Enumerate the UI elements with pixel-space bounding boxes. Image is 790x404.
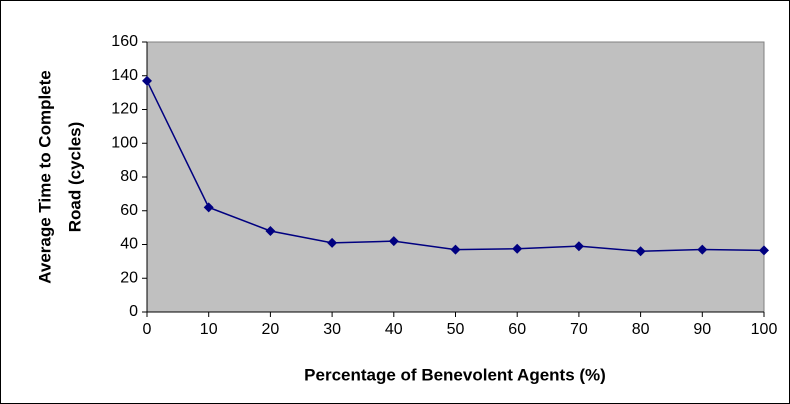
x-tick-label: 100 [751,321,778,338]
x-tick-label: 60 [508,321,526,338]
marker [635,246,646,257]
y-tick-label: 80 [120,168,138,185]
marker [759,245,769,256]
marker [512,243,523,254]
y-tick-label: 0 [129,303,138,320]
x-tick-label: 80 [632,321,650,338]
x-tick-label: 30 [323,321,341,338]
marker [450,244,461,255]
plot-area [146,41,765,313]
marker [388,236,399,247]
y-tick-label: 40 [120,236,138,253]
marker [327,237,338,248]
x-axis-label: Percentage of Benevolent Agents (%) [304,365,606,384]
x-tick-label: 90 [693,321,711,338]
marker [697,244,708,255]
x-tick-label: 10 [200,321,218,338]
x-tick-label: 70 [570,321,588,338]
y-tick-label: 20 [120,269,138,286]
y-tick-label: 100 [111,134,138,151]
marker [265,226,276,236]
marker [142,75,152,86]
x-tick-label: 40 [385,321,403,338]
marker [573,241,584,252]
x-tick-label: 20 [262,321,280,338]
y-tick-label: 160 [111,33,138,50]
y-axis-label: Road (cycles) [65,122,84,233]
y-tick-label: 60 [120,202,138,219]
x-tick-label: 0 [143,321,152,338]
y-tick-label: 120 [111,101,138,118]
y-tick-label: 140 [111,67,138,84]
y-axis-label: Average Time to Complete [35,70,54,284]
x-tick-label: 50 [447,321,465,338]
marker [203,202,214,213]
